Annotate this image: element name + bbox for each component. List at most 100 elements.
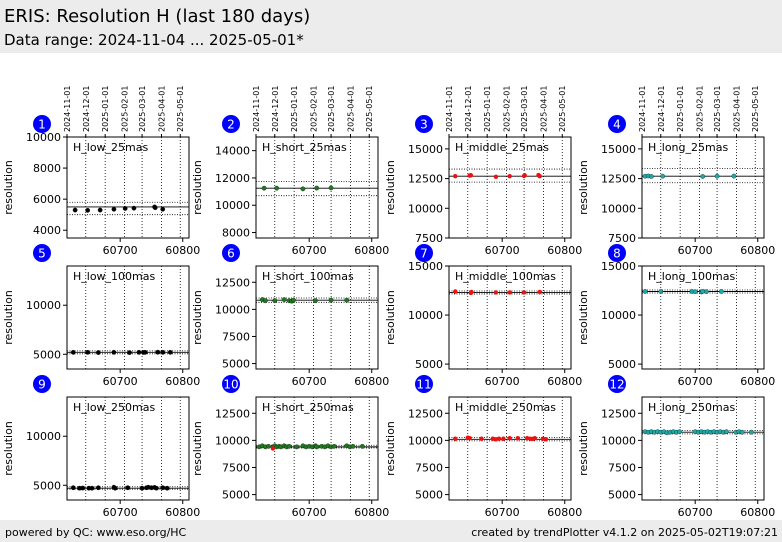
y-tick-label: 14000	[215, 145, 250, 158]
panel-number-label: 3	[420, 118, 428, 132]
top-date-tick-label: 2024-11-01	[252, 86, 261, 133]
outlier-point	[467, 436, 472, 441]
panel-label: H_short_250mas	[262, 401, 354, 414]
top-date-tick-label: 2025-01-01	[101, 86, 110, 132]
y-tick-label: 6000	[33, 193, 61, 206]
y-tick-label: 5000	[608, 489, 636, 502]
x-tick-label: 60700	[292, 244, 327, 257]
y-axis-label: resolution	[577, 290, 590, 345]
data-point	[331, 443, 337, 449]
y-tick-label: 10000	[408, 434, 443, 447]
top-date-tick-label: 2025-03-01	[138, 86, 147, 133]
data-point	[658, 289, 664, 294]
y-tick-label: 7500	[415, 461, 443, 474]
y-tick-label: 5000	[222, 489, 250, 502]
panel-number-label: 6	[227, 247, 235, 261]
x-tick-label: 60800	[165, 375, 200, 388]
outlier-point	[507, 436, 512, 441]
plot-content	[449, 266, 571, 369]
y-tick-label: 7500	[222, 461, 250, 474]
top-date-tick-label: 2025-05-01	[558, 86, 567, 133]
plot-frame	[255, 136, 379, 239]
top-date-tick-label: 2025-05-01	[751, 86, 760, 133]
x-tick-label: 60700	[678, 375, 713, 388]
outlier-point	[453, 436, 458, 441]
data-point	[660, 173, 665, 179]
y-tick-label: 15000	[601, 143, 636, 156]
outlier-point	[532, 436, 537, 441]
data-point	[328, 185, 334, 191]
panel-1: H_low_25mas 4000 6000 8000 10000 resolution 60…	[2, 86, 200, 258]
y-tick-label: 8000	[222, 227, 250, 240]
data-point	[313, 298, 318, 304]
data-point	[72, 207, 78, 213]
top-date-tick-label: 2024-12-01	[271, 86, 280, 133]
y-tick-label: 10000	[408, 202, 443, 215]
panel-5: H_low_100mas 5000 10000 resolution 60700 6080…	[2, 244, 200, 388]
panel-number-label: 7	[420, 247, 428, 261]
plot-content	[642, 397, 764, 500]
top-date-tick-label: 2025-02-01	[696, 86, 705, 133]
y-tick-label: 12500	[215, 276, 250, 289]
data-point	[360, 443, 365, 449]
data-point	[160, 206, 166, 212]
panel-number-label: 10	[223, 378, 238, 392]
outlier-point	[515, 436, 521, 441]
data-point	[286, 443, 292, 449]
outlier-point	[501, 436, 506, 441]
data-point	[85, 207, 90, 213]
outlier-point	[493, 290, 499, 295]
outlier-point	[496, 436, 502, 441]
y-tick-label: 15000	[408, 143, 443, 156]
y-tick-label: 12500	[408, 173, 443, 186]
top-date-tick-label: 2025-02-01	[503, 86, 512, 133]
panel-label: H_short_100mas	[262, 270, 354, 283]
plot-area	[642, 266, 764, 369]
panel-label: H_low_250mas	[73, 401, 156, 414]
y-axis-label: resolution	[384, 160, 397, 215]
data-point	[160, 349, 166, 355]
plot-area	[642, 137, 764, 238]
data-point	[704, 289, 709, 295]
panel-label: H_middle_25mas	[455, 141, 549, 154]
y-axis-label: resolution	[384, 290, 397, 345]
plot-content	[256, 266, 378, 369]
plot-area	[67, 137, 189, 238]
outlier-point	[537, 174, 542, 179]
data-point	[314, 185, 320, 191]
panel-number-badge	[415, 375, 433, 393]
data-point	[154, 485, 159, 491]
outlier-point	[453, 174, 458, 179]
panel-number-badge	[222, 375, 240, 393]
footer-powered-by: powered by QC: www.eso.org/HC	[5, 526, 187, 539]
data-point	[136, 349, 142, 355]
data-point	[719, 289, 724, 294]
panel-7: H_middle_100mas 5000 10000 15000 resolution 6…	[384, 244, 582, 388]
panel-label: H_low_100mas	[73, 270, 156, 283]
panel-label: H_long_100mas	[648, 270, 735, 283]
y-tick-label: 7500	[415, 232, 443, 245]
y-tick-label: 5000	[415, 489, 443, 502]
plot-content	[67, 266, 189, 369]
top-date-tick-label: 2025-02-01	[121, 86, 130, 133]
data-point	[139, 485, 145, 491]
y-tick-label: 10000	[26, 430, 61, 443]
data-point	[749, 429, 754, 435]
panel-12: H_long_250mas 5000 7500 10000 12500 resolutio…	[577, 375, 775, 519]
y-tick-label: 10000	[26, 131, 61, 144]
data-point	[649, 174, 654, 179]
plot-frame	[448, 136, 572, 239]
data-point	[167, 349, 173, 355]
panel-label: H_low_25mas	[73, 141, 149, 154]
panel-number-label: 2	[227, 118, 235, 132]
panel-number-badge	[608, 244, 626, 262]
data-point	[677, 429, 682, 435]
x-tick-label: 60700	[103, 506, 138, 519]
top-date-tick-label: 2024-11-01	[63, 86, 72, 133]
y-tick-label: 10000	[408, 309, 443, 322]
outlier-point	[479, 436, 484, 441]
data-point	[263, 298, 268, 304]
x-tick-label: 60800	[547, 244, 582, 257]
y-axis-label: resolution	[2, 421, 15, 476]
